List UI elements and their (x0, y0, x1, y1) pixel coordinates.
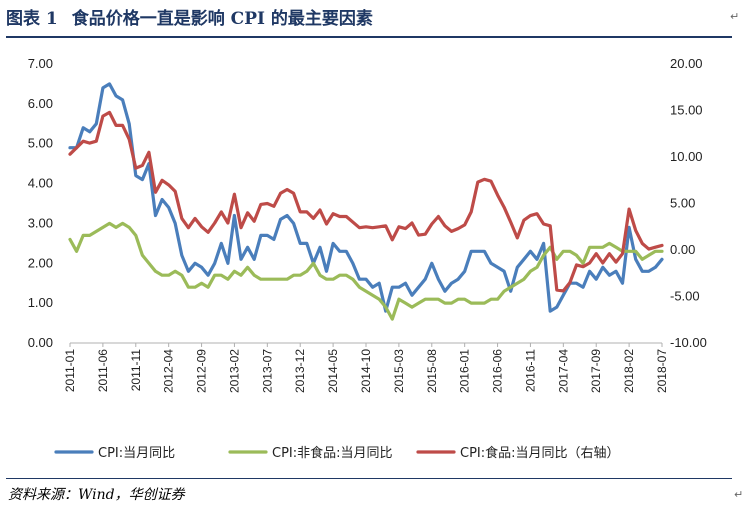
x-tick-label: 2015-03 (392, 349, 406, 393)
paragraph-mark-bottom: ↵ (734, 488, 744, 501)
y-right-tick-label: -10.00 (670, 335, 707, 350)
y-right-tick-label: 5.00 (670, 196, 695, 211)
title-rule (6, 36, 732, 38)
y-left-tick-label: 3.00 (28, 215, 53, 230)
x-tick-label: 2018-02 (622, 349, 636, 393)
legend-label: CPI:非食品:当月同比 (272, 445, 393, 461)
legend-label: CPI:食品:当月同比（右轴） (460, 445, 620, 461)
x-tick-label: 2016-11 (523, 349, 537, 392)
y-right-tick-label: 10.00 (670, 149, 703, 164)
y-left-tick-label: 1.00 (28, 295, 53, 310)
x-tick-label: 2017-04 (556, 349, 570, 393)
x-tick-label: 2016-06 (491, 349, 505, 393)
y-right-tick-label: -5.00 (670, 289, 700, 304)
line-chart: 0.00 1.00 2.00 3.00 4.00 5.00 6.00 7.00 -10.00 -5… (28, 56, 707, 461)
x-tick-label: 2013-02 (227, 349, 241, 393)
series-line (68, 82, 664, 313)
series-line (68, 110, 664, 293)
y-right-tick-label: 0.00 (670, 242, 695, 257)
y-left-tick-label: 4.00 (28, 176, 53, 191)
x-tick-label: 2014-05 (326, 349, 340, 393)
figure-number: 图表 1 (6, 9, 58, 29)
legend-label: CPI:当月同比 (98, 446, 175, 461)
x-tick-label: 2013-12 (293, 349, 307, 393)
paragraph-mark: ↵ (730, 10, 740, 23)
source-rule (6, 478, 732, 479)
figure-title: 图表 1 食品价格一直是影响 CPI 的最主要因素 (6, 4, 730, 34)
x-tick-label: 2018-07 (655, 349, 669, 393)
y-left-tick-label: 5.00 (28, 136, 53, 151)
x-tick-label: 2016-01 (458, 349, 472, 393)
x-tick-label: 2012-04 (162, 349, 176, 393)
x-tick-label: 2011-01 (63, 349, 77, 392)
y-right-tick-label: 15.00 (670, 103, 703, 118)
figure-title-text: 食品价格一直是影响 CPI 的最主要因素 (71, 9, 373, 29)
x-tick-label: 2017-09 (589, 349, 603, 393)
x-tick-label: 2015-08 (425, 349, 439, 393)
x-tick-label: 2011-11 (129, 349, 143, 392)
y-left-tick-label: 7.00 (28, 56, 53, 71)
y-right-tick-label: 20.00 (670, 56, 703, 71)
y-left-tick-label: 2.00 (28, 255, 53, 270)
x-tick-label: 2013-07 (260, 349, 274, 393)
x-tick-label: 2012-09 (195, 349, 209, 393)
y-left-tick-label: 6.00 (28, 96, 53, 111)
y-left-tick-label: 0.00 (28, 335, 53, 350)
x-tick-label: 2014-10 (359, 349, 373, 393)
source-note: 资料来源：Wind，华创证券 (8, 487, 185, 503)
x-tick-label: 2011-06 (96, 349, 110, 392)
series-line (68, 221, 664, 321)
